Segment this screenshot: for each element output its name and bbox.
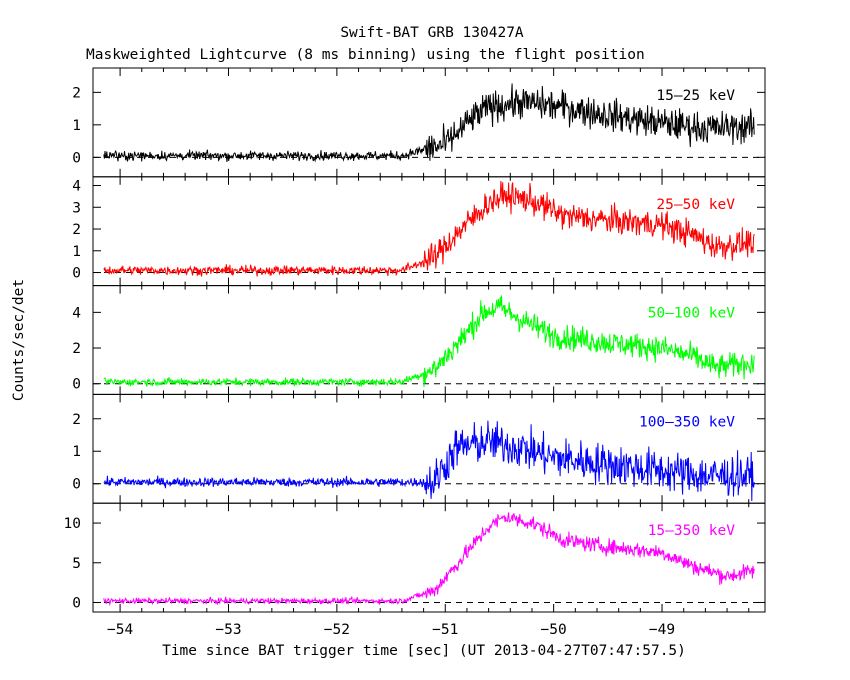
series-line-0 <box>103 83 755 163</box>
panel-4: 0 5 10 15–350 keV <box>64 502 766 613</box>
x-tick-label: −52 <box>324 622 350 638</box>
series-label-4: 15–350 keV <box>648 523 736 539</box>
panel-2: 0 2 4 50–100 keV <box>72 285 766 395</box>
panel-frame <box>92 502 766 613</box>
y-tick-label: 0 <box>72 377 81 393</box>
y-tick-label: 2 <box>72 412 81 428</box>
y-tick-label: 0 <box>72 477 81 493</box>
series-line-2 <box>103 295 755 388</box>
y-tick-label: 0 <box>72 595 81 611</box>
chart-title: Swift-BAT GRB 130427A <box>340 25 524 41</box>
series-label-3: 100–350 keV <box>639 414 735 430</box>
y-tick-label: 3 <box>72 200 81 216</box>
y-tick-label: 0 <box>72 266 81 282</box>
x-axis-label: Time since BAT trigger time [sec] (UT 20… <box>162 643 686 659</box>
panel-0: 0 1 2 15–25 keV <box>72 67 766 178</box>
y-axis-label: Counts/sec/det <box>11 279 27 401</box>
series-line-3 <box>103 420 755 502</box>
y-tick-label: 0 <box>72 150 81 166</box>
panel-3: 0 1 2 100–350 keV <box>72 393 766 504</box>
series-label-1: 25–50 keV <box>656 197 735 213</box>
panel-1: 0 1 2 3 4 25–50 keV <box>72 176 766 287</box>
y-tick-label: 5 <box>72 556 81 572</box>
y-tick-label: 1 <box>72 244 81 260</box>
y-tick-label: 4 <box>72 179 81 195</box>
series-label-0: 15–25 keV <box>656 88 735 104</box>
y-tick-label: 2 <box>72 341 81 357</box>
series-line-1 <box>103 180 755 277</box>
x-tick-label: −51 <box>432 622 458 638</box>
x-tick-label: −49 <box>649 622 675 638</box>
y-tick-label: 1 <box>72 118 81 134</box>
y-tick-label: 4 <box>72 305 81 321</box>
y-tick-label: 2 <box>72 222 81 238</box>
series-line-4 <box>103 512 755 607</box>
x-tick-label: −50 <box>541 622 567 638</box>
x-tick-label: −53 <box>215 622 241 638</box>
y-tick-label: 1 <box>72 444 81 460</box>
series-label-2: 50–100 keV <box>648 306 736 322</box>
chart-subtitle: Maskweighted Lightcurve (8 ms binning) u… <box>86 47 645 63</box>
y-tick-label: 2 <box>72 85 81 101</box>
y-tick-label: 10 <box>64 516 81 532</box>
x-tick-label: −54 <box>107 622 133 638</box>
